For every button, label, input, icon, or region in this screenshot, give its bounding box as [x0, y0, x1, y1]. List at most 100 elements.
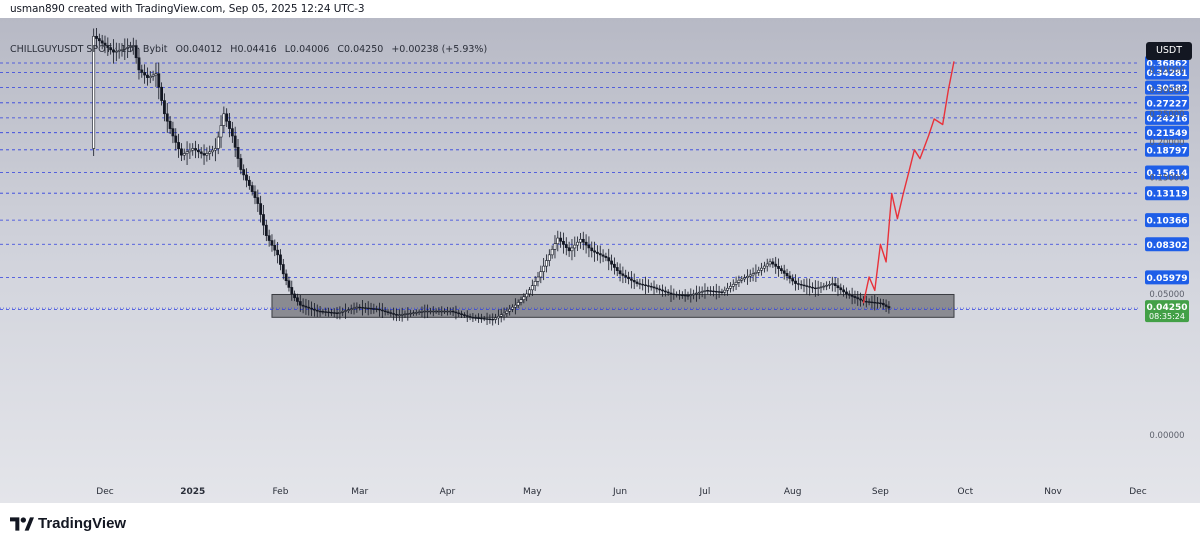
candle-body [247, 179, 251, 186]
candle-body [751, 273, 755, 276]
candle-body [321, 311, 325, 313]
candle-body [383, 310, 387, 313]
candle-body [264, 224, 268, 236]
candle-body [528, 289, 531, 295]
candle-body [655, 287, 659, 290]
level-label: 0.13119 [1147, 190, 1188, 200]
y-tick-label: 0.05000 [1149, 290, 1184, 300]
candle-body [757, 269, 761, 273]
candle-body [174, 135, 178, 143]
candle-body [777, 266, 780, 269]
candle-body [372, 308, 376, 310]
candle-body [440, 310, 444, 313]
candle-body [165, 113, 169, 122]
candle-body [530, 285, 534, 291]
candle-body [482, 318, 486, 320]
level-label: 0.30582 [1147, 84, 1188, 94]
current-price-label-bg [1145, 300, 1189, 323]
candle-body [624, 275, 628, 278]
candle-body [194, 148, 197, 151]
candle-body [598, 253, 602, 256]
candle-body [92, 35, 96, 149]
candle-body [746, 275, 749, 278]
currency-button[interactable]: USDT [1146, 42, 1192, 60]
candle-body [876, 302, 879, 304]
candle-body [95, 35, 98, 39]
candle-body [106, 45, 110, 48]
candle-body [717, 291, 721, 293]
candle-body [853, 296, 857, 298]
candle-body [813, 287, 817, 290]
candle-body [884, 304, 888, 307]
top-bar: usman890 created with TradingView.com, S… [0, 0, 1200, 18]
candle-body [250, 185, 254, 192]
chart-credit: usman890 created with TradingView.com, S… [10, 3, 365, 15]
candle-body [395, 314, 398, 316]
chart-area[interactable]: 0.36862 0.34281 0.30582 0.27227 0.24216 0.215… [0, 18, 1200, 503]
candle-body [542, 265, 546, 272]
y-tick-label: 0.30000 [1149, 86, 1184, 96]
candle-body [850, 294, 854, 297]
symbol-legend: CHILLGUYUSDT SPOT · 1D · Bybit O0.04012 … [10, 44, 492, 55]
candle-body [163, 100, 166, 115]
candle-body [451, 310, 455, 313]
candle-body [123, 48, 127, 50]
candle-body [522, 296, 526, 300]
candle-body [259, 203, 263, 215]
candle-body [641, 283, 645, 286]
candle-body [576, 241, 580, 246]
candle-body [213, 148, 217, 151]
ohlc-high: H0.04416 [230, 44, 277, 55]
candle-body [131, 45, 135, 47]
level-label-bg [1145, 80, 1189, 95]
candle-body [805, 285, 809, 287]
candle-body [556, 237, 560, 245]
candle-body [185, 151, 189, 154]
candle-body [627, 276, 630, 280]
candle-body [519, 299, 523, 303]
x-tick-label: Mar [351, 487, 368, 497]
current-price-label: 0.04250 [1147, 303, 1188, 313]
candle-body [511, 306, 514, 310]
candle-body [378, 308, 381, 311]
candle-body [389, 312, 393, 314]
candle-body [791, 278, 795, 282]
x-tick-label: Feb [272, 487, 288, 497]
level-label: 0.27227 [1147, 99, 1188, 109]
candle-body [700, 291, 704, 293]
level-label: 0.24216 [1147, 114, 1188, 124]
candle-body [488, 318, 492, 321]
x-tick-label: Jul [699, 487, 711, 497]
candle-body [661, 289, 664, 292]
candle-body [618, 270, 622, 275]
candle-body [864, 301, 868, 303]
level-label-bg [1145, 270, 1189, 285]
candle-body [177, 142, 180, 150]
candle-body [479, 317, 483, 320]
candle-body [129, 46, 132, 48]
candle-body [199, 151, 203, 154]
candle-body [477, 317, 480, 319]
candle-body [137, 57, 141, 71]
candle-body [471, 317, 475, 319]
candle-body [867, 301, 871, 303]
candle-body [808, 286, 812, 288]
candle-body [426, 310, 430, 313]
candle-body [293, 293, 297, 299]
candle-body [423, 310, 427, 313]
candle-body [332, 312, 336, 314]
candle-body [352, 307, 356, 310]
candle-body [329, 311, 333, 314]
candle-body [109, 47, 113, 51]
candle-body [281, 264, 285, 275]
candle-body [256, 197, 260, 204]
candle-body [242, 169, 246, 176]
candle-body [646, 285, 650, 287]
candle-body [290, 287, 294, 295]
candle-body [779, 268, 783, 272]
candle-body [103, 42, 107, 46]
candle-body [279, 254, 282, 265]
candle-body [658, 288, 662, 291]
candle-body [842, 289, 846, 293]
